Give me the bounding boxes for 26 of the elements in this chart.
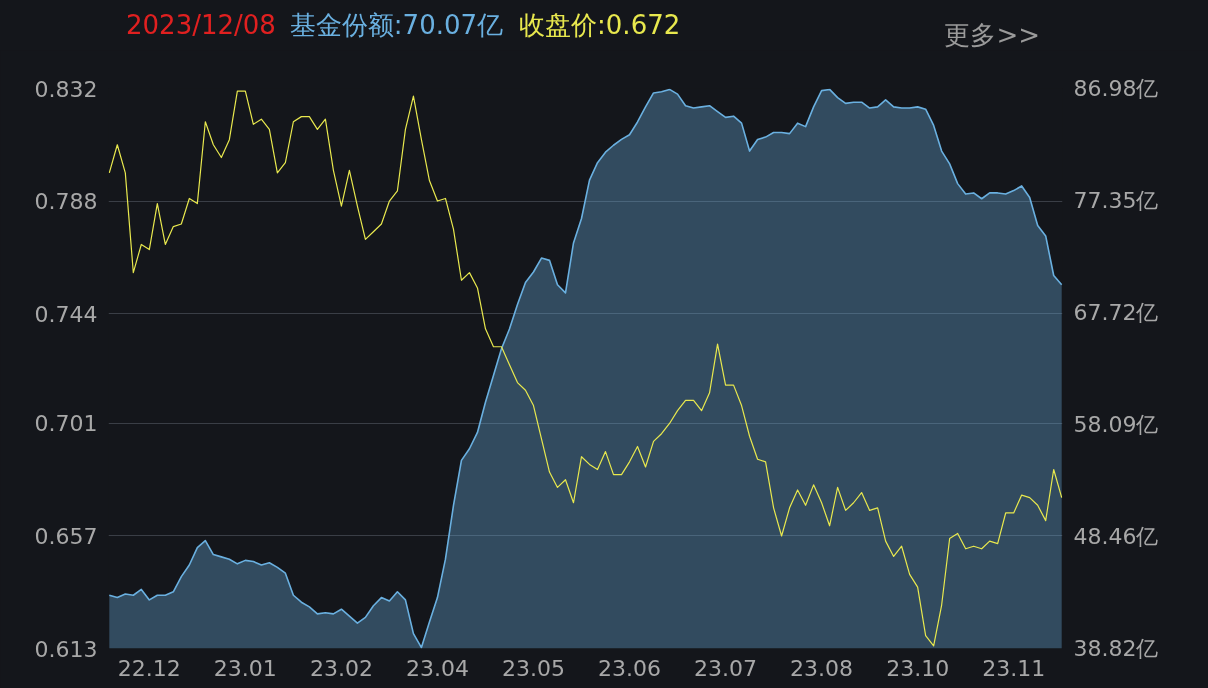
x-tick-label: 23.08 xyxy=(790,655,854,681)
x-tick-label: 23.07 xyxy=(694,655,758,681)
y2-tick-label: 38.82亿 xyxy=(1073,636,1159,661)
x-tick-label: 22.12 xyxy=(117,655,181,681)
text: 基金份额:70.07亿 xyxy=(289,10,504,40)
y-tick-label: 0.657 xyxy=(34,523,98,549)
y-tick-label: 0.788 xyxy=(34,189,98,215)
x-tick-label: 23.04 xyxy=(405,655,469,681)
x-tick-label: 23.10 xyxy=(886,655,950,681)
x-tick-label: 23.02 xyxy=(309,655,373,681)
x-tick-label: 23.11 xyxy=(982,655,1046,681)
y2-tick-label: 67.72亿 xyxy=(1073,299,1159,325)
chart-title: 2023/12/08 xyxy=(126,10,276,40)
x-tick-label: 23.06 xyxy=(598,655,662,681)
y-tick-label: 0.613 xyxy=(34,636,98,662)
x-tick-label: 23.01 xyxy=(213,655,277,681)
y-tick-label: 0.832 xyxy=(34,76,98,102)
y-tick-label: 0.701 xyxy=(34,411,98,437)
text: 更多>> xyxy=(944,19,1040,52)
y2-tick-label: 86.98亿 xyxy=(1073,76,1159,101)
y2-tick-label: 58.09亿 xyxy=(1073,411,1159,437)
x-tick-label: 23.05 xyxy=(501,655,565,681)
y2-tick-label: 48.46亿 xyxy=(1073,523,1159,549)
y-tick-label: 0.744 xyxy=(34,301,98,327)
text: 收盘价:0.672 xyxy=(519,10,681,40)
y2-tick-label: 77.35亿 xyxy=(1073,187,1159,213)
